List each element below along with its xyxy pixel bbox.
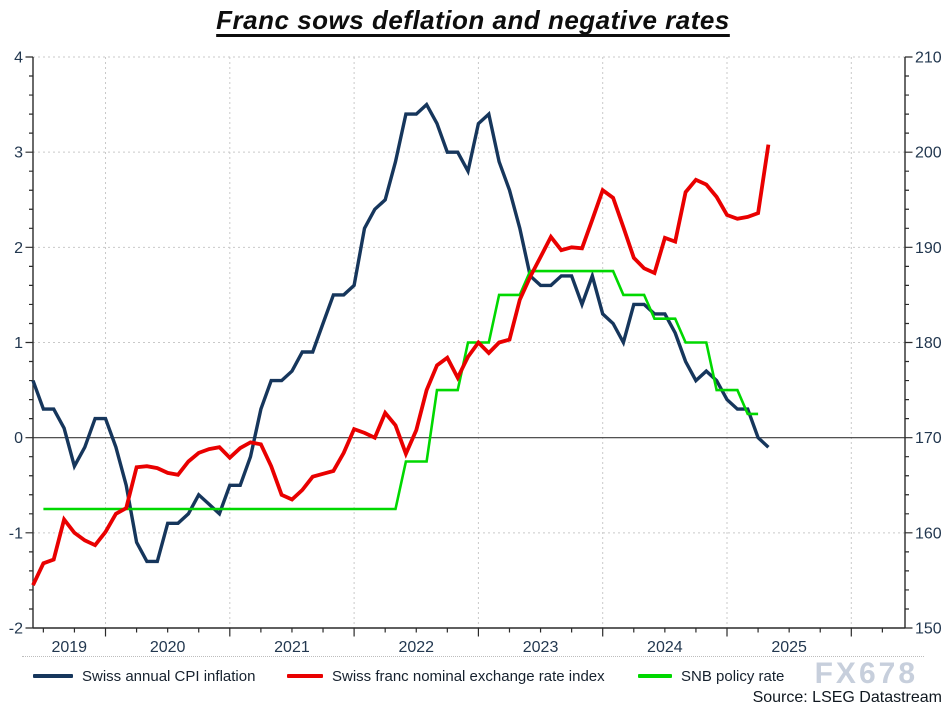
left-tick-label: 2 xyxy=(14,240,23,257)
fx-line-swatch xyxy=(287,674,323,679)
legend-separator xyxy=(22,656,924,657)
right-tick-label: 170 xyxy=(915,430,942,447)
left-tick-label: -1 xyxy=(9,525,23,542)
right-tick-label: 160 xyxy=(915,525,942,542)
legend-item-cpi: Swiss annual CPI inflation xyxy=(33,668,255,686)
legend-label-cpi: Swiss annual CPI inflation xyxy=(82,668,256,685)
right-tick-label: 180 xyxy=(915,335,942,352)
chart-title: Franc sows deflation and negative rates xyxy=(216,5,730,35)
left-tick-label: -2 xyxy=(9,621,23,638)
left-tick-label: 3 xyxy=(14,145,23,162)
legend-item-snb: SNB policy rate xyxy=(638,668,784,686)
snb-policy-rate-line xyxy=(43,269,759,511)
year-label: 2025 xyxy=(771,639,807,656)
left-tick-label: 1 xyxy=(14,335,23,352)
left-tick-label: 0 xyxy=(14,430,23,447)
left-tick-label: 4 xyxy=(14,50,23,67)
source-note: Source: LSEG Datastream xyxy=(752,689,942,706)
right-tick-label: 150 xyxy=(915,621,942,638)
legend-label-fx: Swiss franc nominal exchange rate index xyxy=(332,668,605,685)
right-tick-label: 200 xyxy=(915,145,942,162)
year-label: 2019 xyxy=(51,639,87,656)
watermark: FX678 xyxy=(814,657,918,690)
legend-label-snb: SNB policy rate xyxy=(681,668,785,685)
year-label: 2022 xyxy=(398,639,434,656)
cpi-line-swatch xyxy=(33,674,73,679)
year-label: 2024 xyxy=(647,639,683,656)
right-tick-label: 190 xyxy=(915,240,942,257)
right-tick-label: 210 xyxy=(915,50,942,67)
legend-item-fx: Swiss franc nominal exchange rate index xyxy=(287,668,605,686)
cpi-inflation-line xyxy=(31,101,770,564)
axis-ticks xyxy=(25,56,913,637)
year-label: 2023 xyxy=(523,639,559,656)
year-label: 2020 xyxy=(150,639,186,656)
franc-exchange-rate-line xyxy=(31,144,771,587)
year-label: 2021 xyxy=(274,639,310,656)
snb-line-swatch xyxy=(638,674,672,679)
